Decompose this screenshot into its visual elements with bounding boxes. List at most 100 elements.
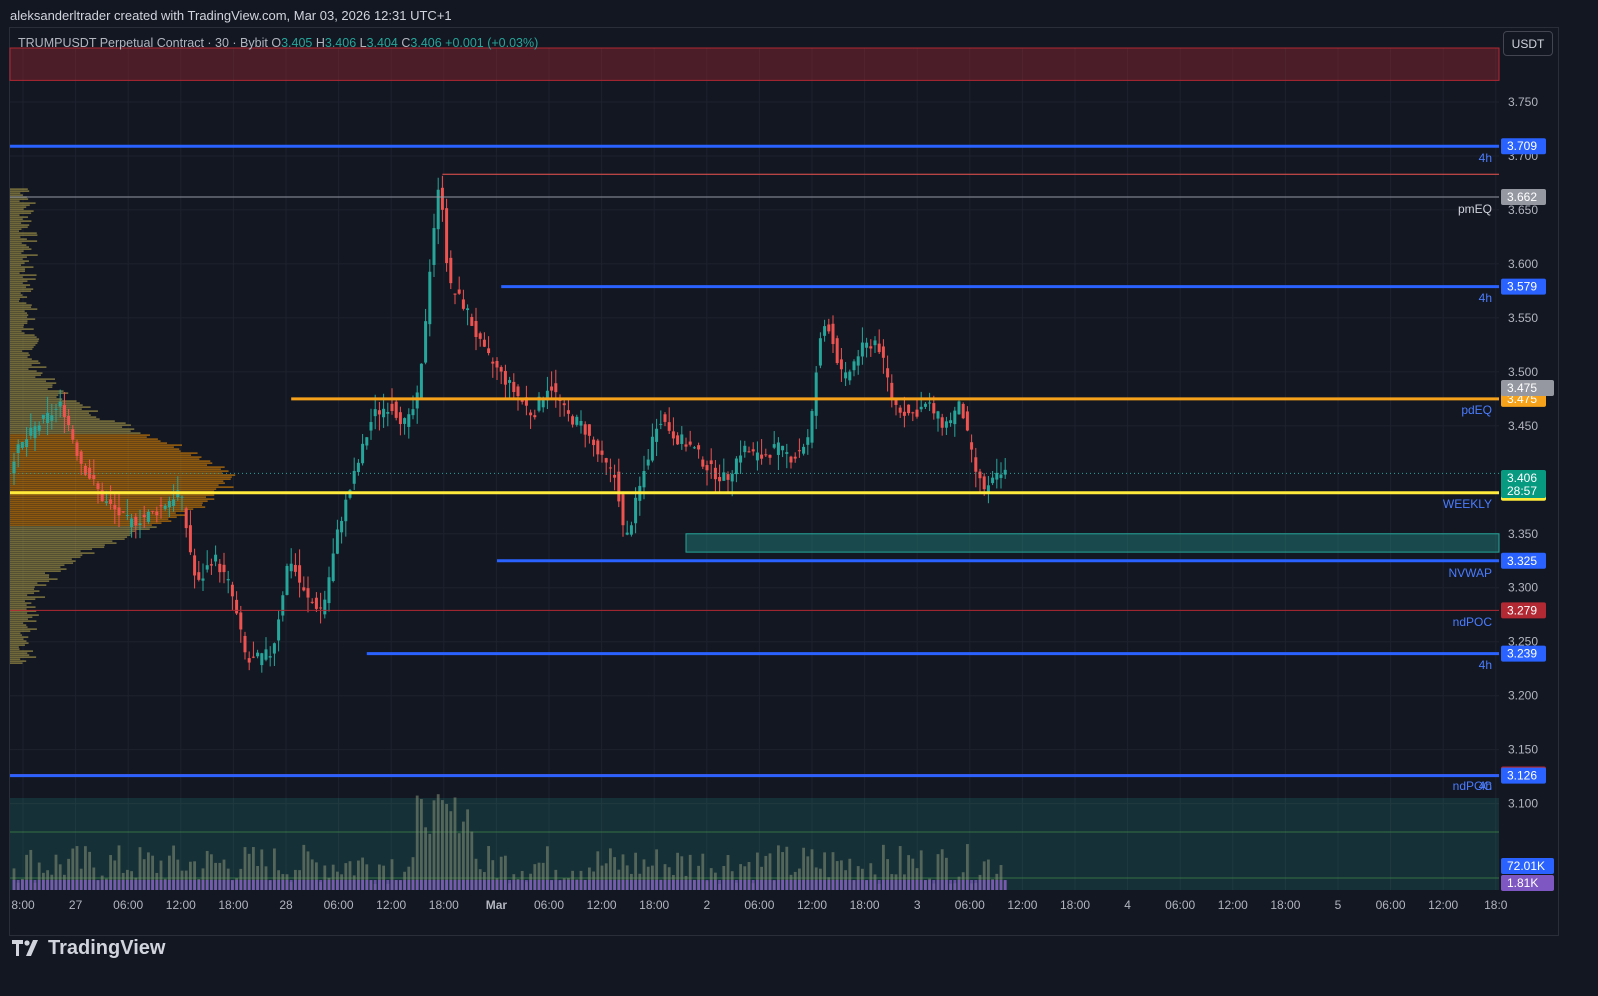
volume-sub-bar — [105, 880, 108, 890]
symbol-title[interactable]: TRUMPUSDT Perpetual Contract · 30 · Bybi… — [18, 36, 268, 50]
volume-profile-bar — [10, 336, 37, 338]
volume-bar — [193, 861, 196, 890]
volume-profile-bar — [10, 424, 131, 426]
volume-profile-bar — [10, 564, 65, 566]
x-axis-tick-label: Mar — [486, 898, 508, 912]
volume-sub-bar — [982, 880, 986, 890]
volume-bar — [302, 844, 306, 890]
volume-sub-bar — [663, 880, 667, 890]
volume-profile-bar — [10, 662, 23, 664]
candle — [961, 403, 965, 419]
volume-bar — [634, 852, 637, 890]
volume-profile-bar — [10, 454, 192, 456]
candle — [949, 420, 953, 424]
volume-profile-bar — [10, 356, 28, 358]
candle — [109, 499, 113, 505]
candle — [487, 348, 491, 354]
volume-bar — [474, 858, 478, 890]
candle — [226, 579, 230, 581]
candle — [890, 382, 894, 398]
candle — [335, 529, 339, 554]
volume-bar — [210, 854, 213, 890]
candle — [138, 523, 142, 526]
volume-profile-bar — [10, 408, 82, 410]
volume-profile-bar — [10, 410, 98, 412]
volume-profile-bar — [10, 230, 20, 232]
volume-sub-bar — [147, 880, 150, 890]
last-price-badge — [1501, 470, 1546, 498]
candle — [995, 472, 999, 480]
volume-sub-bar — [932, 880, 936, 890]
volume-sub-bar — [844, 880, 847, 890]
volume-profile-bar — [10, 448, 180, 450]
volume-sub-bar — [739, 880, 742, 890]
volume-sub-bar — [638, 880, 642, 890]
volume-profile-bar — [10, 292, 21, 294]
volume-sub-bar — [25, 880, 28, 890]
volume-bar — [189, 861, 192, 890]
candle — [62, 404, 66, 417]
volume-sub-bar — [16, 880, 20, 890]
volume-sub-bar — [953, 880, 957, 890]
candle — [394, 401, 398, 418]
volume-bar — [222, 859, 226, 890]
volume-sub-bar — [96, 880, 100, 890]
volume-sub-bar — [403, 880, 406, 890]
volume-profile-bar — [10, 380, 47, 382]
volume-profile-bar — [10, 642, 29, 644]
candle — [92, 474, 96, 479]
candle — [810, 411, 814, 443]
volume-sub-bar — [600, 880, 604, 890]
volume-profile-bar — [10, 516, 177, 518]
tradingview-logo[interactable]: TradingView — [12, 935, 165, 961]
volume-bar — [436, 794, 440, 890]
volume-sub-bar — [924, 880, 927, 890]
volume-sub-bar — [117, 880, 121, 890]
volume-bar — [315, 862, 318, 890]
volume-sub-bar — [810, 880, 814, 890]
volume-bar — [676, 852, 679, 890]
candle — [197, 572, 201, 580]
volume-profile-bar — [10, 270, 26, 272]
x-axis-tick-label: 06:00 — [113, 898, 143, 912]
volume-bar — [726, 855, 730, 890]
volume-profile-bar — [10, 220, 32, 222]
volume-sub-bar — [441, 880, 444, 890]
chart-pane[interactable] — [9, 27, 1559, 936]
volume-sub-bar — [735, 880, 738, 890]
candle — [403, 418, 407, 424]
volume-profile-bar — [10, 542, 117, 544]
volume-sub-bar — [730, 880, 734, 890]
level-price-badge-text: 3.126 — [1507, 769, 1537, 783]
candle — [802, 446, 806, 454]
volume-sub-bar — [798, 880, 801, 890]
currency-button[interactable]: USDT — [1503, 31, 1553, 56]
candle — [310, 601, 314, 603]
candle — [268, 656, 272, 658]
candle — [814, 372, 818, 416]
volume-bar — [205, 850, 209, 890]
volume-profile-bar — [10, 628, 37, 630]
volume-sub-bar — [789, 880, 793, 890]
volume-profile-bar — [10, 362, 41, 364]
candle — [302, 587, 306, 591]
volume-sub-bar — [256, 880, 259, 890]
volume-sub-bar — [142, 880, 146, 890]
volume-profile-bar — [10, 482, 225, 484]
volume-sub-bar — [546, 880, 549, 890]
level-price-badge — [1501, 767, 1546, 784]
volume-bar — [71, 848, 75, 890]
volume-profile-bar — [10, 550, 81, 552]
volume-profile-bar — [10, 228, 22, 230]
volume-sub-bar — [814, 880, 818, 890]
volume-sub-bar — [315, 880, 318, 890]
volume-sub-bar — [747, 880, 751, 890]
candle — [466, 308, 470, 311]
volume-bar — [92, 867, 96, 890]
volume-sub-bar — [550, 880, 553, 890]
volume-sub-bar — [537, 880, 541, 890]
x-axis-tick-label: 18:00 — [218, 898, 248, 912]
volume-profile-bar — [10, 490, 215, 492]
volume-profile-bar — [10, 360, 39, 362]
